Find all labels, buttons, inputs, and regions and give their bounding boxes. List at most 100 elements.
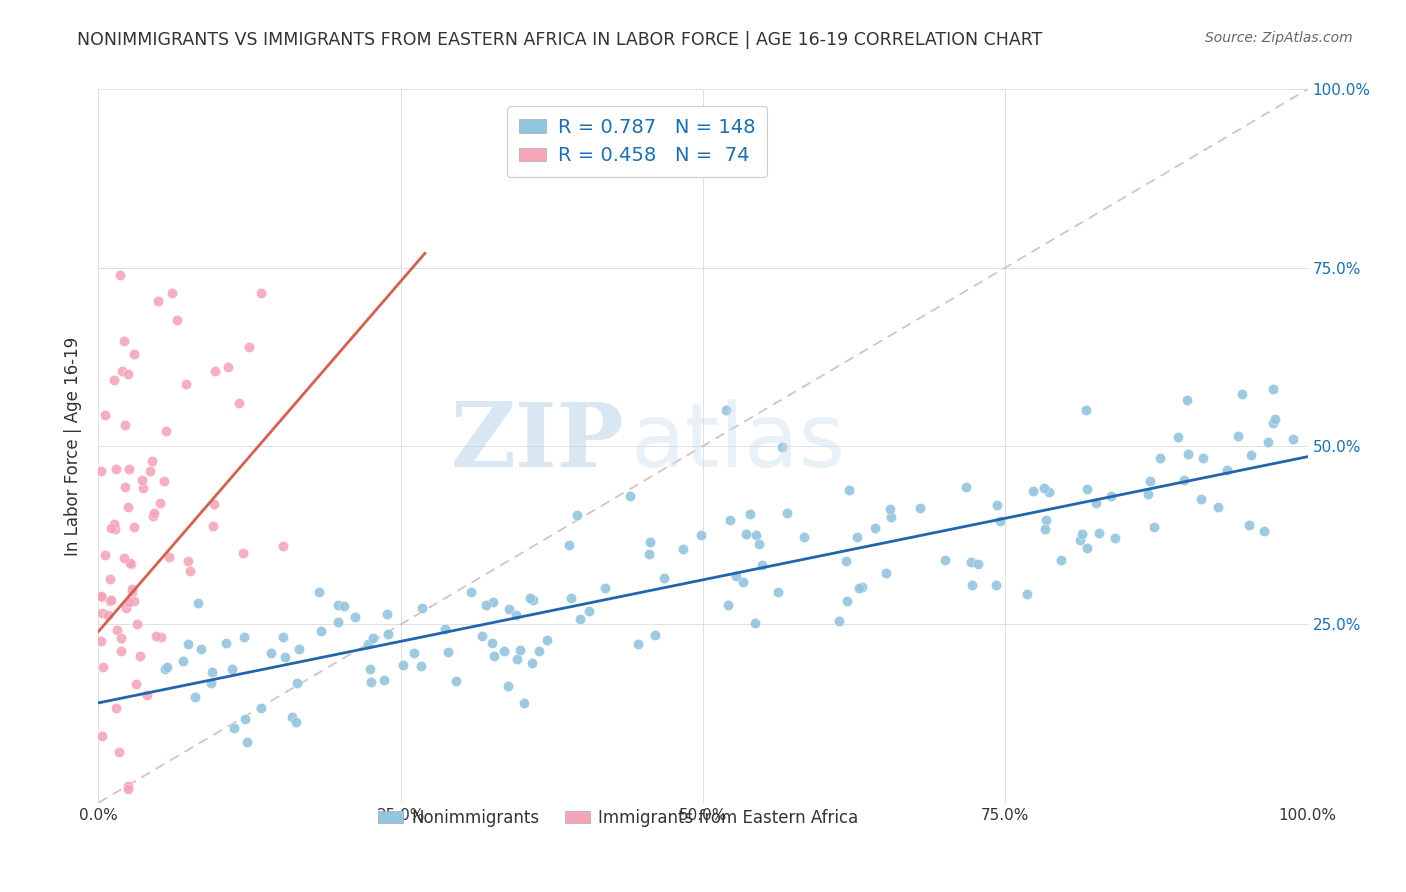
- Point: [1143, 520, 1166, 534]
- Point: [988, 514, 1011, 528]
- Point: [644, 628, 666, 642]
- Point: [141, 454, 163, 468]
- Point: [105, 623, 128, 637]
- Point: [1015, 587, 1038, 601]
- Legend: Nonimmigrants, Immigrants from Eastern Africa: Nonimmigrants, Immigrants from Eastern A…: [371, 803, 865, 834]
- Point: [1261, 382, 1284, 396]
- Point: [200, 676, 222, 690]
- Point: [157, 550, 180, 565]
- Point: [114, 480, 136, 494]
- Point: [1261, 416, 1284, 430]
- Point: [1076, 482, 1098, 496]
- Point: [156, 660, 179, 674]
- Point: [176, 376, 198, 391]
- Point: [1227, 428, 1250, 442]
- Point: [638, 535, 661, 549]
- Point: [1071, 527, 1094, 541]
- Point: [359, 662, 381, 676]
- Point: [725, 568, 748, 582]
- Point: [460, 584, 482, 599]
- Point: [879, 502, 901, 516]
- Point: [249, 701, 271, 715]
- Point: [110, 268, 132, 282]
- Point: [357, 637, 380, 651]
- Point: [1038, 484, 1060, 499]
- Point: [201, 519, 224, 533]
- Point: [285, 714, 308, 729]
- Point: [1189, 492, 1212, 507]
- Point: [122, 520, 145, 534]
- Point: [1206, 500, 1229, 515]
- Point: [744, 616, 766, 631]
- Point: [875, 566, 897, 580]
- Point: [409, 658, 432, 673]
- Point: [471, 629, 494, 643]
- Point: [118, 462, 141, 476]
- Point: [714, 403, 737, 417]
- Point: [494, 643, 516, 657]
- Point: [751, 558, 773, 572]
- Point: [375, 607, 398, 621]
- Point: [519, 591, 541, 605]
- Point: [498, 601, 520, 615]
- Point: [232, 630, 254, 644]
- Point: [110, 644, 132, 658]
- Point: [522, 657, 544, 671]
- Point: [733, 574, 755, 589]
- Point: [125, 677, 148, 691]
- Point: [654, 571, 676, 585]
- Point: [149, 630, 172, 644]
- Point: [233, 712, 256, 726]
- Point: [100, 521, 122, 535]
- Point: [1033, 481, 1056, 495]
- Point: [91, 591, 114, 605]
- Point: [249, 285, 271, 300]
- Point: [271, 539, 294, 553]
- Point: [391, 658, 413, 673]
- Point: [522, 593, 544, 607]
- Point: [475, 598, 498, 612]
- Point: [128, 649, 150, 664]
- Point: [845, 530, 868, 544]
- Text: atlas: atlas: [630, 399, 845, 486]
- Point: [149, 496, 172, 510]
- Point: [217, 360, 239, 375]
- Point: [527, 644, 550, 658]
- Point: [828, 614, 851, 628]
- Point: [560, 591, 582, 605]
- Point: [136, 689, 159, 703]
- Point: [104, 522, 127, 536]
- Point: [285, 676, 308, 690]
- Point: [90, 606, 112, 620]
- Point: [863, 521, 886, 535]
- Point: [94, 408, 117, 422]
- Point: [1149, 450, 1171, 465]
- Point: [1069, 533, 1091, 547]
- Point: [222, 722, 245, 736]
- Point: [908, 500, 931, 515]
- Point: [343, 610, 366, 624]
- Point: [94, 548, 117, 562]
- Point: [1192, 450, 1215, 465]
- Point: [288, 642, 311, 657]
- Point: [90, 589, 112, 603]
- Point: [236, 734, 259, 748]
- Point: [124, 593, 146, 607]
- Point: [232, 546, 254, 560]
- Point: [132, 481, 155, 495]
- Point: [498, 679, 520, 693]
- Point: [1136, 487, 1159, 501]
- Point: [145, 629, 167, 643]
- Point: [1099, 489, 1122, 503]
- Point: [595, 581, 617, 595]
- Point: [120, 557, 142, 571]
- Point: [1049, 552, 1071, 566]
- Point: [738, 508, 761, 522]
- Point: [1022, 483, 1045, 498]
- Point: [880, 510, 903, 524]
- Point: [565, 508, 588, 522]
- Point: [986, 498, 1008, 512]
- Point: [238, 340, 260, 354]
- Point: [513, 696, 536, 710]
- Point: [1167, 430, 1189, 444]
